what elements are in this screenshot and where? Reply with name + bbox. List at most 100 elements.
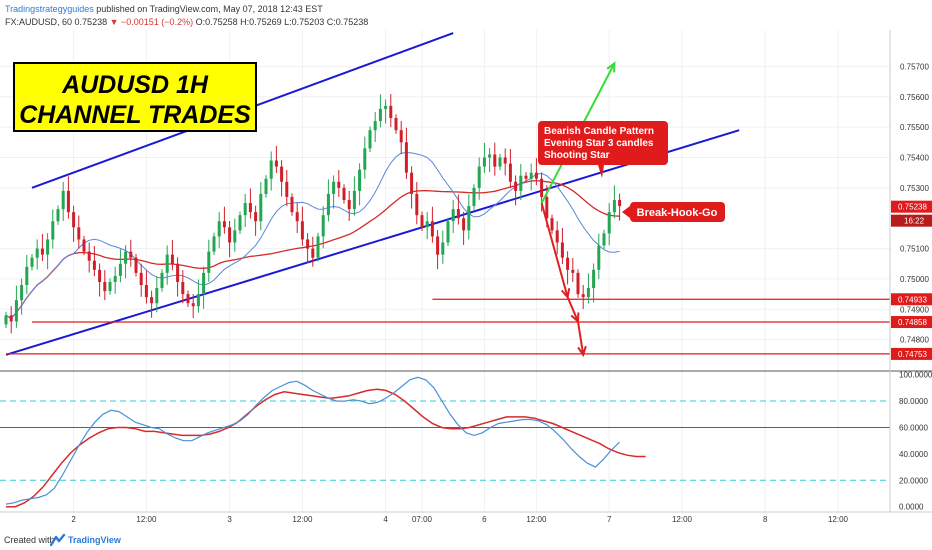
tradingview-logo-icon xyxy=(50,533,66,547)
candle-bullish xyxy=(316,236,320,258)
candle-bullish xyxy=(378,108,382,122)
countdown-tag-bg xyxy=(891,214,932,227)
candle-bullish xyxy=(233,230,237,243)
price-axis[interactable]: 0.75700 0.75600 0.75500 0.75400 0.75300 0.751… xyxy=(891,62,932,512)
candle-bearish xyxy=(581,294,585,298)
stoch-tick-label: 20.0000 xyxy=(899,476,928,485)
candle-bullish xyxy=(597,245,601,270)
annotation-line-1: Bearish Candle Pattern xyxy=(544,126,654,137)
candle-bullish xyxy=(358,169,362,191)
x-tick-label: 8 xyxy=(763,515,768,524)
candle-bearish xyxy=(92,260,96,270)
y-tick-label: 0.75000 xyxy=(900,275,929,284)
stoch-tick-label: 40.0000 xyxy=(899,450,928,459)
candle-bearish xyxy=(311,248,315,258)
candle-bullish xyxy=(332,181,336,194)
candle-bearish xyxy=(566,257,570,270)
candle-bullish xyxy=(529,172,533,179)
stoch-d-line xyxy=(6,388,646,508)
candle-bullish xyxy=(586,288,590,298)
title-line-2: CHANNEL TRADES xyxy=(19,101,251,129)
y-tick-label: 0.75400 xyxy=(900,154,929,163)
candle-bearish xyxy=(399,130,403,143)
stoch-k-line xyxy=(5,376,621,505)
stochastic-pane xyxy=(0,376,890,508)
candle-bullish xyxy=(113,275,117,282)
candle-bearish xyxy=(274,160,278,167)
last-price-tag: 0.75238 xyxy=(898,203,927,212)
candle-bearish xyxy=(524,175,528,179)
chart-footer: Created with TradingView xyxy=(0,528,932,550)
x-tick-label: 12:00 xyxy=(828,515,849,524)
candle-bullish xyxy=(46,239,50,255)
candle-bullish xyxy=(118,263,122,276)
level-price-tag-bg xyxy=(891,293,932,306)
arrow-down xyxy=(566,296,579,322)
candle-bullish xyxy=(14,300,18,322)
candle-bearish xyxy=(508,163,512,182)
candle-bearish xyxy=(66,190,70,213)
candle-bearish xyxy=(134,257,138,273)
candle-bullish xyxy=(165,254,169,273)
candle-bullish xyxy=(321,215,325,237)
candle-bearish xyxy=(342,187,346,200)
candle-bearish xyxy=(410,172,414,194)
candle-bullish xyxy=(202,272,206,295)
candle-bearish xyxy=(534,172,538,179)
candle-bullish xyxy=(368,130,372,149)
candle-bearish xyxy=(571,269,575,273)
candle-bullish xyxy=(108,281,112,292)
candle-bullish xyxy=(25,266,29,285)
annotation-pointer xyxy=(598,165,604,178)
candle-bearish xyxy=(576,272,580,295)
channel-lower-line xyxy=(5,129,740,356)
tradingview-brand[interactable]: TradingView xyxy=(68,535,121,545)
candle-bearish xyxy=(285,181,289,197)
candle-bullish xyxy=(269,160,273,179)
candle-bearish xyxy=(503,157,507,164)
candle-bearish xyxy=(540,178,544,197)
candle-bearish xyxy=(40,248,44,255)
support-levels xyxy=(6,298,890,355)
candle-bearish xyxy=(347,200,351,210)
symbol-name[interactable]: FX:AUDUSD, 60 xyxy=(5,17,73,27)
ma-blue-line xyxy=(5,151,620,320)
candle-bearish xyxy=(389,105,393,119)
publish-line: Tradingstrategyguides published on Tradi… xyxy=(5,4,323,14)
candle-bullish xyxy=(217,221,221,237)
candle-bearish xyxy=(248,203,252,213)
candle-bullish xyxy=(607,212,611,234)
annotation-bearish-pattern: Bearish Candle Pattern Evening Star 3 ca… xyxy=(538,121,668,178)
created-with-label: Created with xyxy=(4,535,55,545)
candle-bullish xyxy=(259,193,263,222)
y-tick-label: 0.75100 xyxy=(900,245,929,254)
candle-bearish xyxy=(555,230,559,243)
candle-bearish xyxy=(404,142,408,173)
candle-bearish xyxy=(77,227,81,240)
stoch-tick-label: 100.0000 xyxy=(899,371,932,380)
annotation-line-2: Evening Star 3 candles xyxy=(544,138,654,149)
candle-bearish xyxy=(560,242,564,258)
candlestick-series xyxy=(4,94,622,334)
author-link[interactable]: Tradingstrategyguides xyxy=(5,4,94,14)
last-price: 0.75238 xyxy=(74,17,108,27)
arrow-down xyxy=(577,321,585,355)
x-tick-label: 12:00 xyxy=(136,515,157,524)
candle-bullish xyxy=(472,187,476,207)
annotation-bhg-label: Break-Hook-Go xyxy=(637,207,718,219)
candle-bearish xyxy=(181,281,185,295)
candle-bearish xyxy=(9,315,13,322)
annotation-bhg-pointer xyxy=(622,206,630,218)
candle-bullish xyxy=(212,236,216,252)
candle-bearish xyxy=(280,166,284,182)
candle-bullish xyxy=(196,294,200,307)
candle-bearish xyxy=(144,285,148,298)
candle-bearish xyxy=(254,212,258,222)
ohlc-values: O:0.75258 H:0.75269 L:0.75203 C:0.75238 xyxy=(195,17,369,27)
candle-bearish xyxy=(150,297,154,304)
candle-bullish xyxy=(451,209,455,222)
arrow-down xyxy=(540,202,569,298)
candle-bullish xyxy=(207,251,211,273)
